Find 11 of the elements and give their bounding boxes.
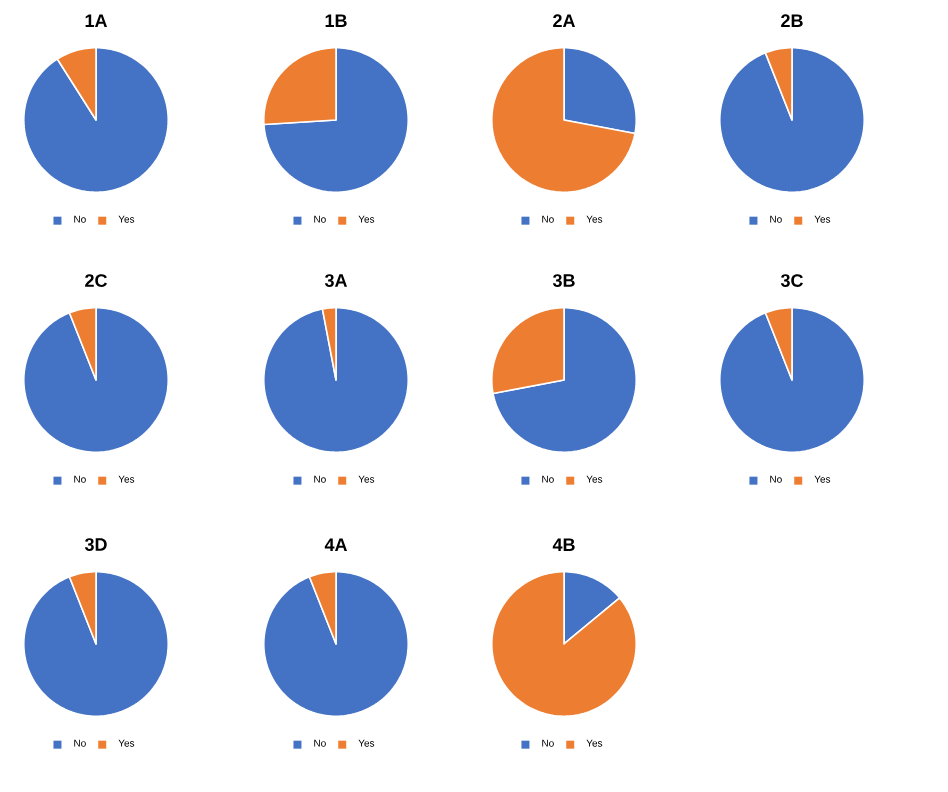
chart-title: 3D: [84, 538, 107, 551]
chart-title: 3A: [324, 274, 348, 287]
chart-title: 2A: [553, 14, 576, 27]
chart-title: 4B: [552, 538, 575, 551]
chart-title: 2C: [85, 274, 108, 287]
chart-title: 3C: [780, 274, 804, 287]
chart-title: 3B: [552, 274, 575, 287]
chart-title: 1B: [325, 14, 347, 27]
chart-title: 4A: [324, 538, 348, 551]
chart-title: 1A: [85, 14, 108, 27]
chart-title: 2B: [781, 14, 803, 27]
